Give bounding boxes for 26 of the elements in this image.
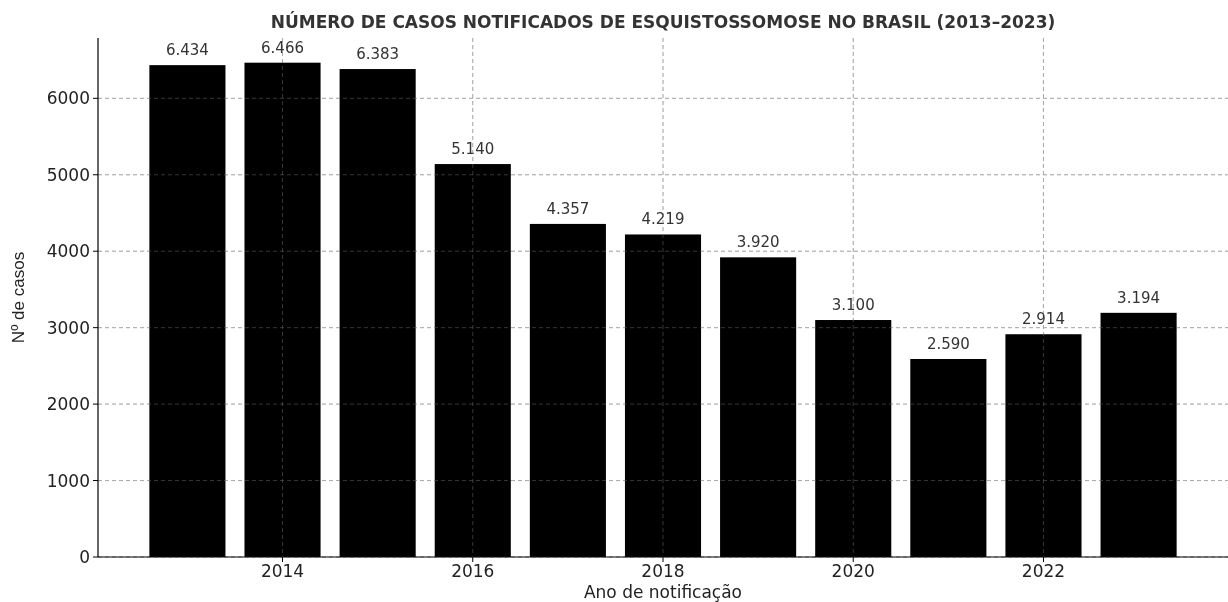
x-tick-label: 2018	[641, 561, 685, 581]
chart-title: NÚMERO DE CASOS NOTIFICADOS DE ESQUISTOSSOMOSE NO BRASIL (2013–2023)	[270, 11, 1056, 32]
y-tick-label: 4000	[46, 241, 90, 262]
data-label: 3.920	[736, 233, 780, 252]
data-label: 6.383	[356, 45, 400, 64]
x-tick-label: 2016	[451, 561, 495, 581]
y-tick-label: 3000	[46, 317, 90, 338]
x-axis-title: Ano de notificação	[583, 582, 743, 602]
x-tick-label: 2022	[1021, 561, 1066, 581]
y-tick-label: 0	[79, 546, 90, 567]
data-label: 2.914	[1021, 310, 1065, 329]
data-label: 4.357	[546, 199, 590, 218]
y-tick-label: 5000	[46, 164, 90, 185]
x-tick-label: 2014	[260, 561, 305, 581]
data-label: 2.590	[926, 335, 970, 353]
y-axis-title: Nº de casos	[9, 251, 28, 344]
data-label: 6.434	[165, 41, 209, 60]
y-tick-label: 2000	[46, 394, 90, 415]
data-label: 4.219	[641, 210, 685, 229]
y-tick-label: 6000	[46, 88, 90, 109]
data-label: 5.140	[451, 140, 495, 159]
data-label: 3.194	[1117, 288, 1161, 307]
data-label: 3.100	[831, 296, 875, 315]
y-tick-label: 1000	[46, 470, 90, 491]
x-tick-label: 2020	[831, 561, 875, 581]
data-label: 6.466	[261, 38, 305, 57]
